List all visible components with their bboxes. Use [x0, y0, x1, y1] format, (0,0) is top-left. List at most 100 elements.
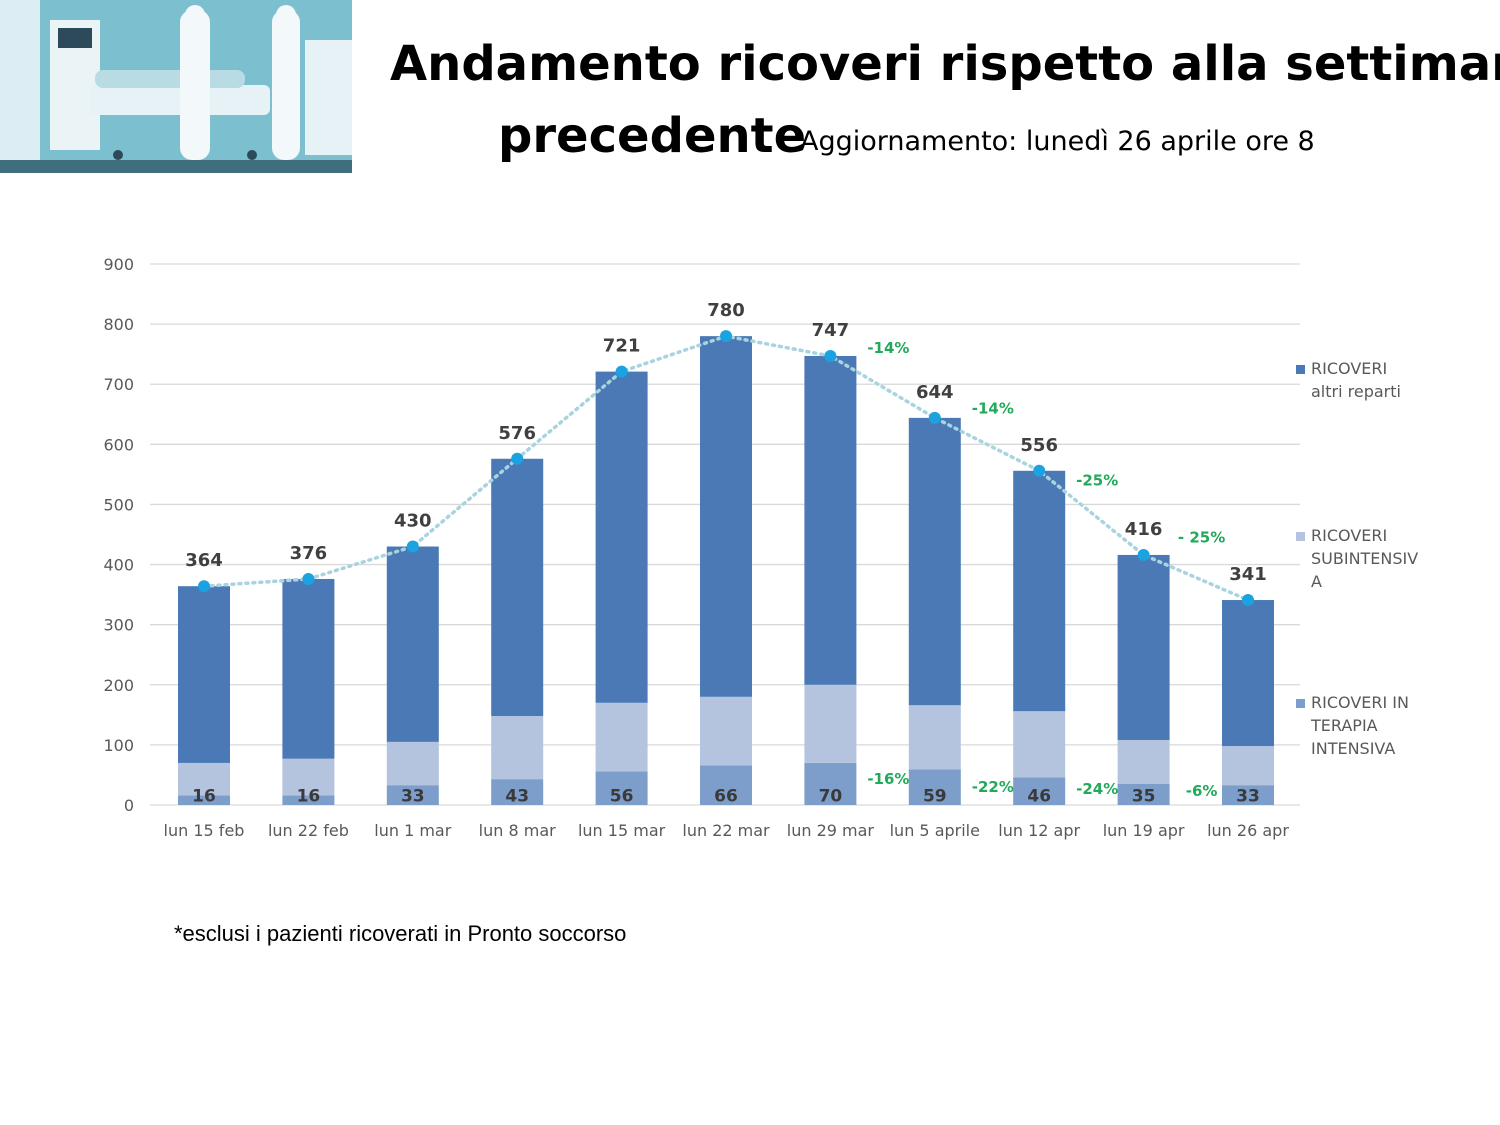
x-tick-label: lun 19 apr [1103, 821, 1185, 840]
footnote: *esclusi i pazienti ricoverati in Pronto… [174, 921, 627, 946]
total-value-label: 780 [707, 300, 745, 321]
bar-segment-intensiva [908, 769, 961, 805]
x-tick-label: lun 1 mar [374, 821, 451, 840]
legend-label: SUBINTENSIV [1311, 549, 1419, 568]
update-timestamp: Aggiornamento: lunedì 26 aprile ore 8 [800, 126, 1315, 157]
bar-segment-altri-reparti [491, 458, 544, 717]
trend-marker [511, 452, 524, 465]
bar-segment-subintensiva [700, 696, 752, 766]
intensive-value-label: 66 [714, 787, 738, 807]
page-title: Andamento ricoveri rispetto alla settima… [390, 36, 1500, 92]
bar-segment-intensiva [1117, 783, 1170, 805]
intensive-value-label: 16 [297, 787, 321, 807]
total-value-label: 644 [916, 382, 954, 403]
total-value-label: 556 [1020, 435, 1058, 456]
bar-segment-intensiva [700, 765, 752, 805]
trend-marker [1137, 548, 1150, 561]
bar-segment-intensiva [1013, 777, 1066, 805]
trend-marker [928, 411, 941, 424]
bar-segment-subintensiva [491, 716, 544, 780]
bar-segment-subintensiva [908, 705, 961, 770]
x-tick-label: lun 12 apr [998, 821, 1080, 840]
legend-swatch [1296, 699, 1305, 708]
bar-segment-intensiva [804, 762, 857, 805]
trend-marker [1033, 464, 1046, 477]
legend-swatch [1296, 532, 1305, 541]
trend-marker [824, 349, 837, 362]
intensive-value-label: 70 [819, 787, 843, 807]
bar-segment-altri-reparti [700, 336, 752, 697]
intensive-value-label: 16 [192, 787, 216, 807]
bar-segment-subintensiva [1013, 711, 1066, 778]
bar-segment-intensiva [178, 795, 230, 805]
bar-segment-intensiva [1222, 785, 1274, 805]
x-tick-label: lun 15 feb [164, 821, 245, 840]
y-tick-label: 800 [103, 315, 134, 334]
legend-item-subintensiva: RICOVERI SUBINTENSIV A [1296, 524, 1418, 593]
bar-segment-altri-reparti [1117, 554, 1170, 741]
bar-segment-subintensiva [282, 758, 335, 796]
x-tick-label: lun 8 mar [479, 821, 556, 840]
trend-marker [1242, 594, 1254, 607]
legend-label: RICOVERI [1311, 526, 1388, 545]
total-value-label: 747 [812, 320, 850, 341]
bar-segment-altri-reparti [804, 355, 857, 685]
hospital-illustration [0, 0, 352, 173]
trend-marker [406, 540, 419, 553]
total-value-label: 364 [185, 550, 223, 571]
y-tick-label: 700 [103, 375, 134, 394]
y-tick-label: 600 [103, 435, 134, 454]
intensive-value-label: 56 [610, 787, 634, 807]
trend-marker [615, 365, 628, 378]
total-value-label: 721 [603, 336, 641, 357]
legend-label: RICOVERI [1311, 359, 1388, 378]
legend-item-altri-reparti: RICOVERI altri reparti [1296, 357, 1401, 403]
intensive-value-label: 43 [505, 787, 529, 807]
legend-label: RICOVERI IN [1311, 693, 1409, 712]
legend-label: INTENSIVA [1311, 739, 1396, 758]
bar-segment-altri-reparti [1222, 600, 1274, 747]
y-tick-label: 0 [124, 796, 134, 815]
bar-segment-subintensiva [804, 684, 857, 763]
bar-segment-altri-reparti [282, 578, 335, 759]
percent-change-label: -24% [1076, 780, 1118, 798]
bar-segment-intensiva [595, 771, 648, 805]
bar-segment-altri-reparti [595, 371, 648, 703]
trend-marker [720, 330, 732, 343]
bar-segment-intensiva [282, 795, 335, 805]
intensive-value-label: 46 [1027, 787, 1051, 807]
x-tick-label: lun 5 aprile [890, 821, 980, 840]
total-value-label: 376 [290, 543, 328, 564]
bar-segment-subintensiva [178, 762, 230, 796]
legend-swatch [1296, 365, 1305, 374]
x-tick-label: lun 22 mar [682, 821, 770, 840]
percent-change-label: - 25% [1178, 529, 1225, 547]
intensive-value-label: 35 [1132, 787, 1156, 807]
x-tick-label: lun 26 apr [1207, 821, 1289, 840]
legend-label: TERAPIA [1311, 716, 1378, 735]
bar-segment-altri-reparti [178, 586, 230, 763]
x-tick-label: lun 29 mar [787, 821, 875, 840]
percent-change-label: -16% [867, 770, 909, 788]
total-value-label: 416 [1125, 519, 1163, 540]
trend-marker [302, 572, 315, 585]
total-value-label: 341 [1229, 564, 1267, 585]
bar-segment-subintensiva [595, 702, 648, 772]
total-value-label: 576 [498, 423, 536, 444]
legend-item-terapia-intensiva: RICOVERI IN TERAPIA INTENSIVA [1296, 691, 1409, 760]
bar-segment-intensiva [386, 785, 439, 805]
y-tick-label: 100 [103, 736, 134, 755]
y-tick-label: 900 [103, 255, 134, 274]
x-tick-label: lun 15 mar [578, 821, 666, 840]
legend-label: A [1311, 572, 1322, 591]
percent-change-label: -6% [1186, 782, 1218, 800]
legend-label: altri reparti [1311, 382, 1401, 401]
bar-segment-intensiva [491, 779, 544, 805]
trend-marker [198, 580, 210, 593]
bar-segment-subintensiva [1222, 746, 1274, 786]
bar-segment-altri-reparti [1013, 470, 1066, 712]
intensive-value-label: 33 [1236, 787, 1260, 807]
y-tick-label: 500 [103, 495, 134, 514]
page-title-continued: precedente [498, 108, 807, 164]
bar-segment-altri-reparti [386, 546, 439, 742]
